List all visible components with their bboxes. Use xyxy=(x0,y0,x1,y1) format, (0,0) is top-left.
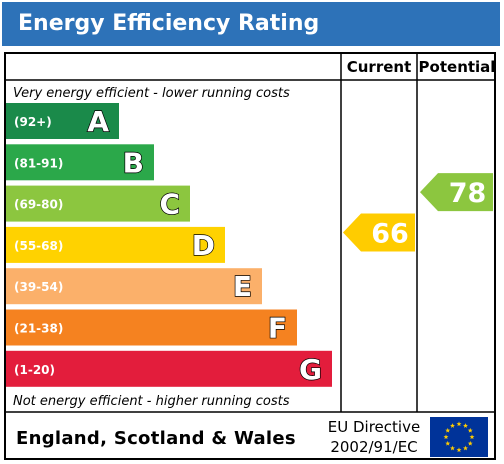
eu-star xyxy=(450,423,455,428)
eu-star xyxy=(443,434,449,440)
eu-star xyxy=(445,427,451,433)
band-b-letter: B xyxy=(123,146,144,179)
potential-arrow-shape xyxy=(420,173,493,212)
eu-flag-icon xyxy=(430,417,488,457)
band-f-range: (21-38) xyxy=(14,322,63,336)
band-d-bar xyxy=(6,226,225,263)
band-c-bar xyxy=(6,185,190,222)
band-g: (1-20) G xyxy=(6,350,332,387)
footer-country: England, Scotland & Wales xyxy=(16,428,296,449)
band-b-range: (81-91) xyxy=(14,156,63,170)
band-g-bar xyxy=(6,350,332,387)
potential-rating-value: 78 xyxy=(449,178,487,209)
band-e-range: (39-54) xyxy=(14,280,63,294)
band-d-letter: D xyxy=(192,229,215,262)
potential-column-header: Potential xyxy=(419,58,496,76)
eu-star xyxy=(456,421,462,427)
band-a-letter: A xyxy=(87,105,109,138)
top-note: Very energy efficient - lower running co… xyxy=(13,86,290,101)
current-column-header: Current xyxy=(347,58,412,76)
eu-star xyxy=(467,440,473,446)
band-e-bar xyxy=(6,268,262,305)
eu-star xyxy=(450,445,455,451)
band-a-bar xyxy=(6,103,119,139)
rating-table-frame xyxy=(4,52,496,460)
band-d: (55-68) D xyxy=(6,226,225,263)
eu-star xyxy=(445,440,451,446)
current-arrow-shape xyxy=(343,213,415,252)
potential-rating-arrow: 78 xyxy=(420,173,493,212)
eu-star xyxy=(467,427,473,433)
page-title: Energy Efficiency Rating xyxy=(18,11,320,36)
bottom-note: Not energy efficient - higher running co… xyxy=(13,394,290,409)
band-b-bar xyxy=(6,144,154,181)
band-f-letter: F xyxy=(268,312,287,345)
eu-star xyxy=(463,423,468,428)
title-bar: Energy Efficiency Rating xyxy=(2,2,500,46)
band-c-range: (69-80) xyxy=(14,198,63,212)
band-c: (69-80) C xyxy=(6,185,190,222)
current-rating-value: 66 xyxy=(371,218,409,249)
band-a: (92+) A xyxy=(6,103,119,139)
rating-bands: (92+) A (81-91) B (69-80) C (55-68) D (39-54) E (2… xyxy=(6,103,332,387)
band-c-letter: C xyxy=(159,188,180,221)
band-e: (39-54) E xyxy=(6,268,262,305)
band-d-range: (55-68) xyxy=(14,239,63,253)
directive-line-2: 2002/91/EC xyxy=(330,438,417,456)
current-rating-arrow: 66 xyxy=(343,213,415,252)
rating-arrows: 66 78 xyxy=(343,173,493,252)
band-e-letter: E xyxy=(233,270,252,303)
band-g-range: (1-20) xyxy=(14,363,55,377)
directive-line-1: EU Directive xyxy=(328,418,420,436)
band-b: (81-91) B xyxy=(6,144,154,181)
band-f-bar xyxy=(6,309,297,346)
eu-star xyxy=(463,445,468,451)
band-g-letter: G xyxy=(299,353,322,386)
band-a-range: (92+) xyxy=(14,115,52,129)
band-f: (21-38) F xyxy=(6,309,297,346)
eu-star xyxy=(456,447,462,453)
eu-star xyxy=(469,434,475,440)
